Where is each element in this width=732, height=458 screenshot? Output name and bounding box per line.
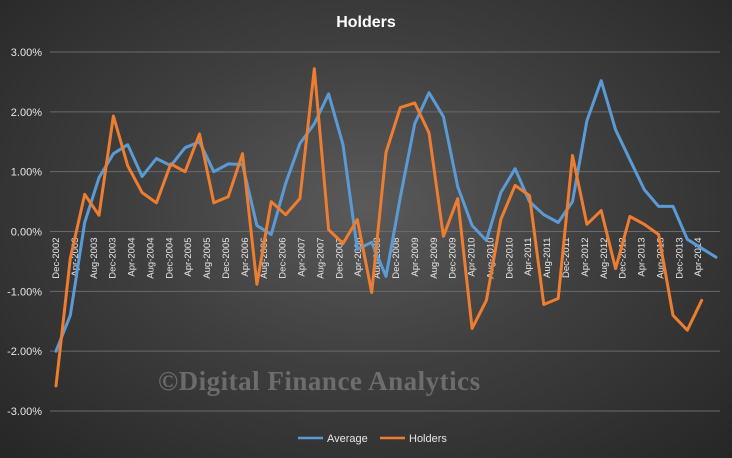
legend-label-average: Average (327, 433, 368, 445)
x-tick-label: Aug-2010 (485, 238, 496, 279)
x-tick-label: Dec-2011 (561, 238, 572, 279)
x-tick-label: Dec-2009 (448, 238, 459, 279)
x-tick-label: Dec-2013 (674, 238, 685, 279)
y-tick-label: 1.00% (11, 167, 42, 179)
chart-title: Holders (336, 14, 396, 31)
x-tick-label: Apr-2007 (297, 238, 308, 277)
x-tick-label: Apr-2008 (353, 238, 364, 277)
x-tick-label: Aug-2011 (542, 238, 553, 279)
x-tick-label: Aug-2006 (259, 238, 270, 279)
x-tick-label: Aug-2004 (145, 238, 156, 279)
x-tick-label: Dec-2002 (51, 238, 62, 279)
y-tick-label: 3.00% (11, 47, 42, 59)
x-tick-label: Apr-2005 (183, 238, 194, 277)
x-tick-label: Apr-2006 (240, 238, 251, 277)
series-line-average (54, 79, 718, 353)
x-tick-label: Aug-2009 (429, 238, 440, 279)
x-tick-label: Dec-2003 (108, 238, 119, 279)
y-tick-label: -1.00% (7, 286, 42, 298)
x-tick-label: Aug-2007 (315, 238, 326, 279)
x-tick-label: Aug-2013 (655, 238, 666, 279)
x-tick-label: Aug-2005 (202, 238, 213, 279)
gridlines (50, 51, 720, 412)
series-lines (54, 67, 718, 388)
x-tick-label: Apr-2003 (70, 238, 81, 277)
series-line-holders (54, 67, 704, 388)
y-tick-label: -2.00% (7, 346, 42, 358)
x-tick-label: Dec-2005 (221, 238, 232, 279)
y-tick-label: 2.00% (11, 107, 42, 119)
x-tick-label: Apr-2014 (693, 238, 704, 277)
x-tick-label: Apr-2012 (580, 238, 591, 277)
y-axis-ticks: -3.00% -2.00% -1.00% 0.00% 1.00% 2.00% 3.00% (7, 47, 42, 418)
x-tick-label: Apr-2011 (523, 238, 534, 276)
x-tick-label: Apr-2010 (467, 238, 478, 277)
x-tick-label: Dec-2010 (504, 238, 515, 279)
legend: Average Holders (298, 433, 447, 445)
x-tick-label: Dec-2006 (278, 238, 289, 279)
x-tick-label: Aug-2003 (89, 238, 100, 279)
x-tick-label: Apr-2004 (127, 238, 138, 277)
x-tick-label: Aug-2012 (599, 238, 610, 279)
y-tick-label: -3.00% (7, 406, 42, 418)
x-tick-label: Dec-2007 (334, 238, 345, 279)
watermark-text: ©Digital Finance Analytics (158, 366, 481, 396)
x-tick-label: Dec-2004 (164, 238, 175, 279)
y-tick-label: 0.00% (11, 227, 42, 239)
x-tick-label: Apr-2009 (410, 238, 421, 277)
legend-label-holders: Holders (409, 433, 447, 445)
x-tick-label: Dec-2008 (391, 238, 402, 279)
x-tick-label: Apr-2013 (637, 238, 648, 277)
x-tick-label: Dec-2012 (618, 238, 629, 279)
